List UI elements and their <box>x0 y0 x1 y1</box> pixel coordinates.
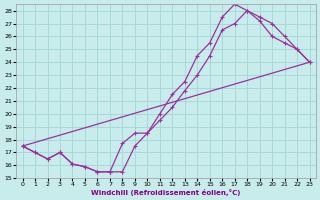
X-axis label: Windchill (Refroidissement éolien,°C): Windchill (Refroidissement éolien,°C) <box>92 189 241 196</box>
